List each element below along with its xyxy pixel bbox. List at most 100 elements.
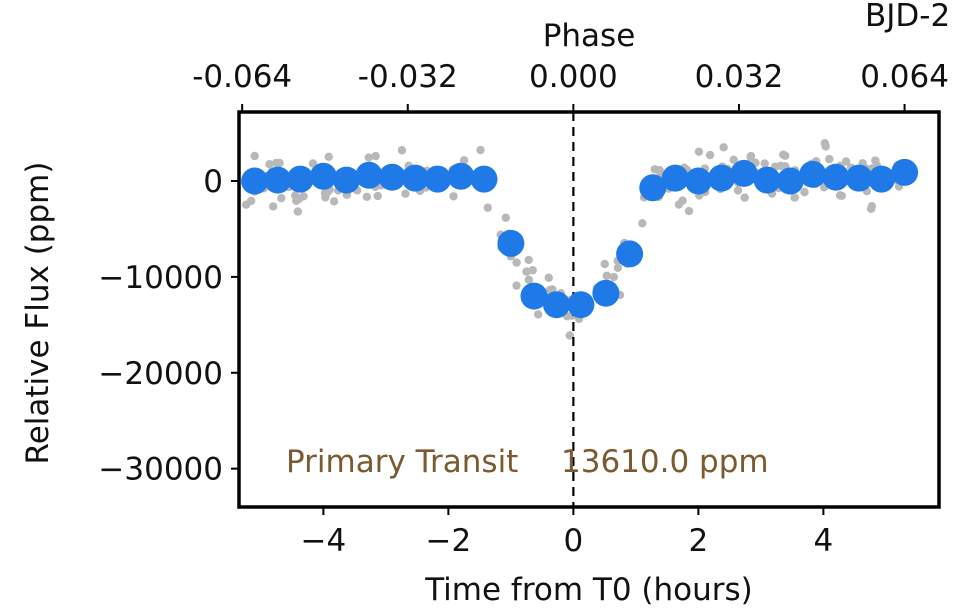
raw-data-point [694,147,704,156]
binned-data-point [543,291,570,319]
raw-data-point [512,281,521,290]
binned-data-point [309,162,337,190]
binned-data-point [567,291,595,319]
binned-data-point [241,167,269,195]
raw-data-point [600,259,609,269]
raw-data-point [866,204,876,213]
raw-data-point [779,150,788,159]
raw-data-point [324,152,333,161]
binned-data-point [520,282,548,310]
raw-data-point [528,266,537,275]
raw-data-point [565,331,574,340]
raw-data-point [655,166,664,175]
annotation-value: 13610.0 ppm [561,444,769,480]
y-tick-label: −30000 [98,452,223,488]
raw-data-point [609,272,618,282]
raw-data-point [250,151,259,161]
raw-data-point [740,193,749,202]
raw-data-point [544,273,553,282]
raw-data-point [534,310,543,319]
raw-data-point [841,157,851,166]
binned-data-point [868,165,895,193]
binned-data-point [378,163,406,191]
raw-data-point [293,207,303,216]
x-tick-label: −2 [426,523,472,559]
raw-data-point [835,191,845,200]
binned-data-point [592,279,620,307]
raw-data-point [483,203,492,212]
raw-data-point [401,189,410,198]
raw-data-point [684,206,694,216]
raw-data-point [733,186,743,195]
raw-data-point [820,139,830,148]
raw-data-point [524,275,534,284]
x-tick-label: 4 [814,523,834,559]
plot-frame [237,110,941,509]
raw-data-point [674,200,684,209]
binned-data-point [822,163,850,191]
raw-data-point [294,194,304,204]
raw-data-point [522,267,531,276]
raw-data-point [825,154,834,164]
raw-data-point [362,192,372,202]
binned-data-point [424,165,452,193]
raw-data-point [476,145,485,155]
binned-data-point [355,161,383,189]
raw-data-point [321,193,330,202]
binned-data-point [845,164,873,192]
raw-data-point [705,150,715,160]
x-tick-label: 0 [564,523,584,559]
binned-data-point [616,240,644,268]
binned-data-point [776,167,804,195]
binned-data-point [470,165,498,193]
phase-axis-label: Phase [543,18,636,54]
raw-data-point [246,196,256,206]
binned-data-point [639,174,667,202]
raw-data-point [602,271,611,280]
binned-data-point [708,164,735,192]
x-tick-label: −4 [301,523,347,559]
raw-data-point [800,187,809,197]
y-axis: 0 −10000 −20000 −30000 [98,164,239,488]
binned-data-point [286,165,314,193]
raw-data-point [746,152,755,162]
raw-data-point [449,192,458,201]
binned-data-point [447,162,475,190]
phase-tick-label: 0.032 [695,59,784,95]
raw-data-point [364,153,373,162]
raw-data-point [776,161,785,171]
binned-data-point [891,158,919,186]
corner-label: BJD-2 [865,0,950,34]
raw-data-point [371,151,380,161]
x-axis-label: Time from T0 (hours) [424,572,753,608]
raw-data-point [638,219,647,228]
binned-data-point [684,167,712,195]
raw-data-point [329,197,339,206]
raw-data-point [760,159,769,168]
binned-data-point [661,164,689,192]
phase-tick-label: -0.064 [192,59,292,95]
phase-tick-label: 0.064 [860,59,949,95]
raw-data-point [268,202,278,211]
x-axis: −4 −2 0 2 4 [301,507,834,559]
raw-data-point [501,213,510,222]
binned-data-point [753,166,781,194]
raw-data-point [871,156,880,165]
phase-tick-label: -0.032 [358,59,458,95]
phase-axis: -0.064 -0.032 0.000 0.032 0.064 [192,59,949,112]
raw-data-point [272,158,281,168]
raw-data-point [729,155,738,165]
y-tick-label: −20000 [98,356,223,392]
annotation-label: Primary Transit [286,444,518,480]
raw-data-point [265,160,274,169]
x-tick-label: 2 [689,523,709,559]
binned-data-point [730,159,758,187]
raw-data-point [373,191,382,201]
raw-data-point [524,255,533,265]
raw-data-point [512,258,521,267]
y-axis-label: Relative Flux (ppm) [20,162,56,465]
binned-points-layer [241,158,919,319]
binned-data-point [401,164,429,192]
raw-data-point [790,193,799,202]
